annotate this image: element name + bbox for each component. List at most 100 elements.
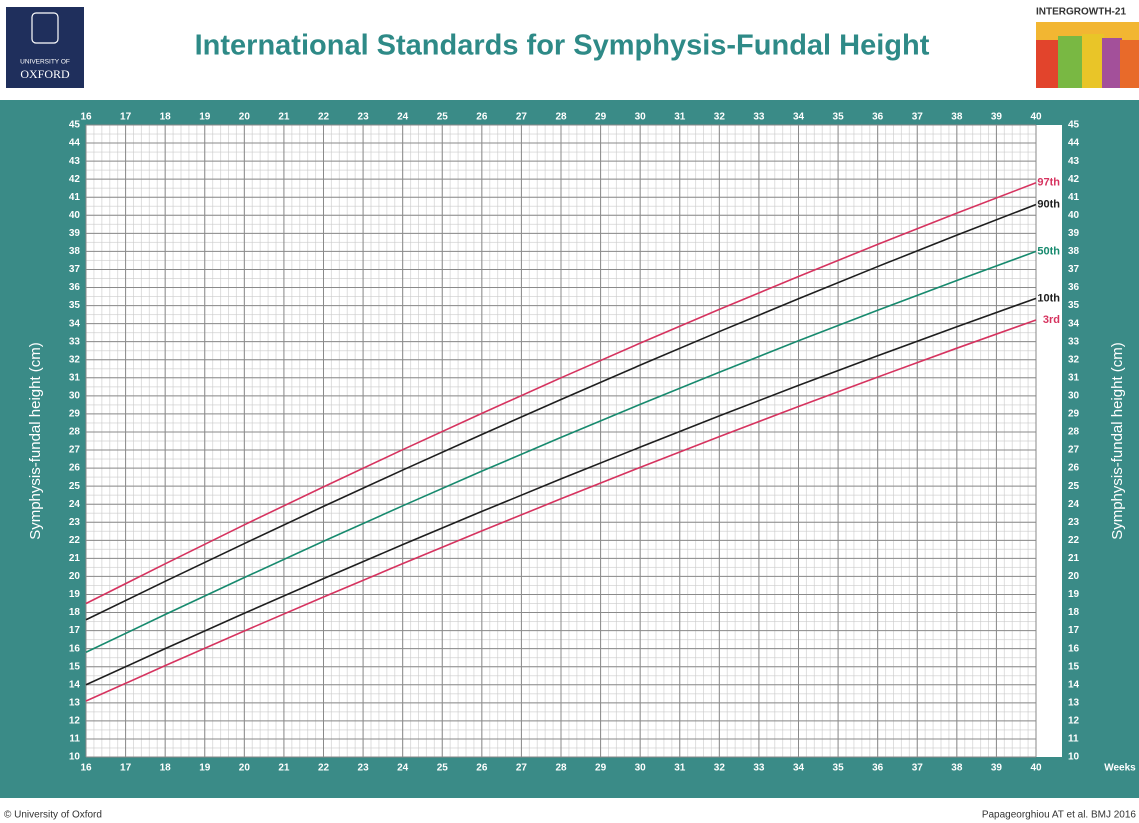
y-axis-label: Symphysis-fundal height (cm) [27, 342, 44, 540]
y-tick-label: 21 [69, 553, 81, 564]
y-tick-label: 18 [69, 607, 81, 618]
y-tick-label-right: 19 [1068, 589, 1080, 600]
brand: INTERGROWTH-21 [1036, 7, 1126, 18]
y-tick-label: 10 [69, 752, 81, 763]
y-tick-label: 43 [69, 156, 81, 167]
x-tick-label-bottom: 38 [951, 763, 963, 774]
x-tick-label-bottom: 29 [595, 763, 607, 774]
y-tick-label-right: 20 [1068, 571, 1080, 582]
y-tick-label-right: 21 [1068, 553, 1080, 564]
x-tick-label: 29 [595, 112, 607, 123]
y-tick-label-right: 11 [1068, 734, 1079, 745]
x-tick-label: 27 [516, 112, 528, 123]
x-tick-label-bottom: 35 [833, 763, 845, 774]
x-tick-label-bottom: 28 [555, 763, 567, 774]
y-tick-label: 20 [69, 571, 81, 582]
x-tick-label-bottom: 27 [516, 763, 528, 774]
y-tick-label: 29 [69, 409, 81, 420]
y-tick-label-right: 15 [1068, 661, 1080, 672]
x-tick-label-bottom: 32 [714, 763, 726, 774]
y-tick-label-right: 41 [1068, 192, 1080, 203]
x-tick-label: 21 [278, 112, 290, 123]
y-tick-label: 35 [69, 300, 81, 311]
chart-title: International Standards for Symphysis-Fu… [195, 30, 930, 62]
x-tick-label-bottom: 26 [476, 763, 488, 774]
y-tick-label: 14 [69, 679, 81, 690]
y-tick-label-right: 32 [1068, 354, 1080, 365]
y-tick-label-right: 29 [1068, 409, 1080, 420]
y-tick-label: 13 [69, 697, 81, 708]
y-tick-label-right: 18 [1068, 607, 1080, 618]
y-tick-label-right: 22 [1068, 535, 1080, 546]
y-tick-label-right: 14 [1068, 679, 1080, 690]
y-tick-label-right: 17 [1068, 625, 1080, 636]
x-tick-label: 23 [358, 112, 370, 123]
x-tick-label: 28 [555, 112, 567, 123]
series-label: 3rd [1043, 314, 1060, 326]
y-tick-label-right: 26 [1068, 463, 1080, 474]
y-tick-label-right: 31 [1068, 372, 1080, 383]
x-tick-label-bottom: 24 [397, 763, 409, 774]
y-tick-label: 11 [69, 734, 80, 745]
x-tick-label-bottom: 22 [318, 763, 330, 774]
x-tick-label: 20 [239, 112, 251, 123]
logo-bottom: OXFORD [20, 67, 70, 81]
x-tick-label: 19 [199, 112, 211, 123]
y-tick-label: 45 [69, 120, 81, 131]
x-tick-label-bottom: 37 [912, 763, 924, 774]
copyright: © University of Oxford [4, 810, 102, 821]
x-tick-label: 22 [318, 112, 330, 123]
x-tick-label-bottom: 17 [120, 763, 132, 774]
x-tick-label: 32 [714, 112, 726, 123]
x-tick-label: 40 [1030, 112, 1042, 123]
y-tick-label: 44 [69, 138, 81, 149]
x-tick-label: 34 [793, 112, 805, 123]
y-tick-label: 19 [69, 589, 81, 600]
x-tick-label-bottom: 31 [674, 763, 686, 774]
x-tick-label-bottom: 19 [199, 763, 211, 774]
y-tick-label-right: 27 [1068, 445, 1080, 456]
x-tick-label: 16 [80, 112, 92, 123]
y-tick-label-right: 39 [1068, 228, 1080, 239]
y-tick-label-right: 42 [1068, 174, 1080, 185]
x-tick-label-bottom: 40 [1030, 763, 1042, 774]
y-tick-label-right: 12 [1068, 716, 1080, 727]
x-tick-label-bottom: 20 [239, 763, 251, 774]
y-tick-label: 27 [69, 445, 81, 456]
x-tick-label: 24 [397, 112, 409, 123]
source: Papageorghiou AT et al. BMJ 2016 [982, 810, 1137, 821]
y-tick-label: 38 [69, 246, 81, 257]
y-tick-label-right: 45 [1068, 120, 1080, 131]
page: UNIVERSITY OF OXFORD International Stand… [0, 0, 1139, 823]
y-tick-label-right: 23 [1068, 517, 1080, 528]
x-tick-label-bottom: 33 [753, 763, 765, 774]
y-tick-label-right: 44 [1068, 138, 1080, 149]
x-tick-label: 26 [476, 112, 488, 123]
x-tick-label-bottom: 21 [278, 763, 290, 774]
y-tick-label-right: 34 [1068, 318, 1080, 329]
y-tick-label-right: 28 [1068, 427, 1080, 438]
x-tick-label: 31 [674, 112, 686, 123]
y-tick-label-right: 13 [1068, 697, 1080, 708]
x-tick-label: 17 [120, 112, 132, 123]
x-tick-label: 18 [160, 112, 172, 123]
x-tick-label-bottom: 30 [635, 763, 647, 774]
x-tick-label-bottom: 16 [80, 763, 92, 774]
y-tick-label-right: 35 [1068, 300, 1080, 311]
y-tick-label: 36 [69, 282, 81, 293]
y-tick-label: 12 [69, 716, 81, 727]
y-tick-label-right: 25 [1068, 481, 1080, 492]
y-tick-label: 39 [69, 228, 81, 239]
y-tick-label: 23 [69, 517, 81, 528]
y-tick-label: 22 [69, 535, 81, 546]
series-label: 50th [1037, 245, 1060, 257]
x-tick-label-bottom: 34 [793, 763, 805, 774]
y-tick-label-right: 43 [1068, 156, 1080, 167]
y-tick-label: 34 [69, 318, 81, 329]
y-tick-label-right: 38 [1068, 246, 1080, 257]
x-tick-label: 38 [951, 112, 963, 123]
y-tick-label: 17 [69, 625, 81, 636]
logo-top: UNIVERSITY OF [20, 59, 70, 66]
y-tick-label: 32 [69, 354, 81, 365]
y-tick-label-right: 33 [1068, 336, 1080, 347]
